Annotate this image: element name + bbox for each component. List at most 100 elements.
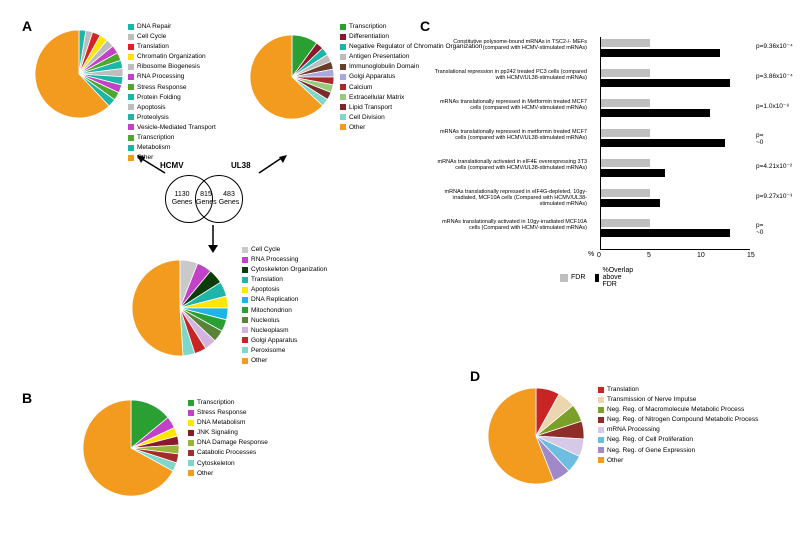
legend-label: Other	[251, 356, 267, 365]
legend-label: Nucleolus	[251, 316, 280, 325]
pie-b	[83, 400, 179, 496]
legend-swatch	[598, 437, 604, 443]
bar-label: Constitutive polysome-bound mRNAs in TSC…	[432, 39, 587, 51]
legend-item: Transcription	[340, 22, 482, 31]
bar-overlap	[600, 199, 660, 207]
legend-swatch	[128, 84, 134, 90]
legend-item: mRNA Processing	[598, 425, 758, 434]
legend-item: Cytoskeleton	[188, 459, 268, 468]
legend-swatch	[128, 104, 134, 110]
bar-legend-swatch	[595, 274, 599, 282]
legend-item: Metabolism	[128, 143, 216, 152]
legend-label: Stress Response	[137, 83, 187, 92]
legend-swatch	[188, 400, 194, 406]
legend-item: RNA Processing	[242, 255, 327, 264]
legend-label: Transcription	[137, 133, 174, 142]
legend-swatch	[128, 124, 134, 130]
legend-swatch	[242, 327, 248, 333]
legend-label: Translation	[251, 275, 283, 284]
bar-legend-item: FDR	[560, 267, 585, 288]
legend-label: Other	[197, 469, 213, 478]
legend-item: Ribosome Biogenesis	[128, 62, 216, 71]
legend-swatch	[242, 307, 248, 313]
legend-label: Neg. Reg. of Nitrogen Compound Metabolic…	[607, 415, 758, 424]
legend-item: DNA Replication	[242, 295, 327, 304]
legend-swatch	[128, 34, 134, 40]
legend-swatch	[340, 124, 346, 130]
bar-y-axis	[600, 37, 601, 249]
legend-label: Ribosome Biogenesis	[137, 62, 200, 71]
legend-label: Mitochondrion	[251, 306, 292, 315]
legend-label: mRNA Processing	[607, 425, 660, 434]
legend-item: Mitochondrion	[242, 306, 327, 315]
legend-swatch	[340, 54, 346, 60]
pie-a2	[250, 35, 334, 119]
legend-swatch	[188, 470, 194, 476]
legend-b: TranscriptionStress ResponseDNA Metaboli…	[188, 398, 268, 479]
bar-pvalue: p=1.0x10⁻⁸	[756, 102, 789, 110]
legend-label: Protein Folding	[137, 93, 181, 102]
legend-label: Translation	[607, 385, 639, 394]
legend-label: DNA Repair	[137, 22, 171, 31]
legend-item: Neg. Reg. of Macromolecule Metabolic Pro…	[598, 405, 758, 414]
legend-label: Extracellular Matrix	[349, 93, 404, 102]
legend-item: Chromatin Organization	[128, 52, 216, 61]
legend-item: Translation	[128, 42, 216, 51]
panel-b-label: B	[22, 390, 32, 406]
legend-label: Stress Response	[197, 408, 247, 417]
legend-swatch	[598, 387, 604, 393]
legend-swatch	[340, 94, 346, 100]
bar-label: mRNAs translationally repressed in Metfo…	[432, 99, 587, 111]
bar-overlap	[600, 109, 710, 117]
legend-item: Antigen Presentation	[340, 52, 482, 61]
legend-label: Immunoglobulin Domain	[349, 62, 419, 71]
legend-label: Calcium	[349, 83, 372, 92]
legend-label: Catabolic Processes	[197, 448, 256, 457]
legend-item: Stress Response	[128, 83, 216, 92]
legend-swatch	[340, 34, 346, 40]
venn-diagram: HCMV UL38 1130Genes 815Genes 483Genes	[165, 175, 265, 235]
legend-d: TranslationTransmission of Nerve Impulse…	[598, 385, 758, 466]
legend-item: Neg. Reg. of Nitrogen Compound Metabolic…	[598, 415, 758, 424]
legend-label: Neg. Reg. of Gene Expression	[607, 446, 695, 455]
legend-label: DNA Damage Response	[197, 438, 268, 447]
legend-item: Golgi Apparatus	[242, 336, 327, 345]
legend-item: JNK Signaling	[188, 428, 268, 437]
legend-swatch	[128, 54, 134, 60]
legend-item: Vesicle-Mediated Transport	[128, 123, 216, 132]
bar-tick: 15	[747, 252, 755, 259]
legend-a1: DNA RepairCell CycleTranslationChromatin…	[128, 22, 216, 163]
legend-swatch	[340, 24, 346, 30]
legend-item: Cell Division	[340, 113, 482, 122]
legend-swatch	[598, 407, 604, 413]
panel-a-label: A	[22, 18, 32, 34]
legend-item: Proteolysis	[128, 113, 216, 122]
panel-d-label: D	[470, 368, 480, 384]
bar-legend-label: FDR	[571, 274, 585, 281]
legend-label: Cell Division	[349, 113, 385, 122]
legend-swatch	[128, 64, 134, 70]
legend-item: Transcription	[128, 133, 216, 142]
legend-swatch	[188, 410, 194, 416]
legend-label: RNA Processing	[137, 72, 184, 81]
pie-d	[488, 388, 584, 484]
legend-item: Calcium	[340, 83, 482, 92]
bar-pvalue: p=3.86x10⁻⁴	[756, 72, 793, 80]
legend-swatch	[242, 287, 248, 293]
legend-label: Peroxisome	[251, 346, 285, 355]
venn-center-n: 815	[200, 191, 212, 198]
bar-pvalue: p=9.36x10⁻⁴	[756, 42, 793, 50]
legend-label: Transcription	[349, 22, 386, 31]
bar-tick: 10	[697, 252, 705, 259]
legend-item: Apoptosis	[242, 285, 327, 294]
legend-item: Cytoskeleton Organization	[242, 265, 327, 274]
legend-item: RNA Processing	[128, 72, 216, 81]
legend-swatch	[242, 347, 248, 353]
legend-item: Other	[598, 456, 758, 465]
bar-label: mRNAs translationally activated in 10gy-…	[432, 219, 587, 231]
bar-legend-item: %Overlap above FDR	[595, 267, 637, 288]
legend-label: Cell Cycle	[137, 32, 166, 41]
venn-left-count: 1130Genes	[169, 191, 195, 206]
bar-fdr	[600, 189, 650, 197]
pie-a1	[35, 30, 123, 118]
